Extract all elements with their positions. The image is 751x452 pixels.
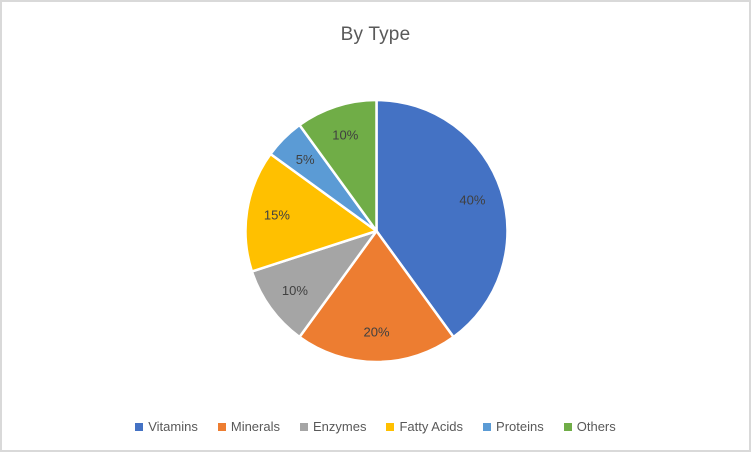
data-label-proteins: 5% [296, 152, 315, 167]
legend-item-fatty-acids: Fatty Acids [386, 419, 463, 434]
legend-label: Vitamins [148, 419, 198, 434]
data-label-enzymes: 10% [282, 283, 308, 298]
legend: Vitamins Minerals Enzymes Fatty Acids Protei… [2, 419, 749, 434]
pie-slice-others [298, 98, 378, 233]
legend-swatch-enzymes [299, 422, 308, 431]
legend-item-others: Others [563, 419, 616, 434]
legend-item-proteins: Proteins [483, 419, 544, 434]
data-label-vitamins: 40% [459, 192, 485, 207]
legend-label: Enzymes [312, 419, 367, 434]
legend-swatch-vitamins [135, 422, 144, 431]
data-label-minerals: 20% [363, 324, 389, 339]
data-label-fatty-acids: 15% [264, 208, 290, 223]
legend-label: Minerals [230, 419, 280, 434]
data-label-others: 10% [332, 128, 358, 143]
legend-item-enzymes: Enzymes [299, 419, 367, 434]
legend-swatch-fatty-acids [386, 422, 395, 431]
legend-swatch-proteins [483, 422, 492, 431]
pie-slice-fatty-acids [244, 152, 378, 273]
legend-label: Proteins [496, 419, 544, 434]
legend-label: Others [576, 419, 616, 434]
pie-slice-minerals [298, 229, 455, 364]
chart-title: By Type [340, 24, 411, 45]
legend-item-vitamins: Vitamins [135, 419, 198, 434]
legend-swatch-others [563, 422, 572, 431]
legend-label: Fatty Acids [399, 419, 464, 434]
pie-slice-enzymes [250, 229, 378, 339]
legend-item-minerals: Minerals [217, 419, 280, 434]
legend-swatch-minerals [217, 422, 226, 431]
pie-slice-vitamins [375, 98, 509, 339]
